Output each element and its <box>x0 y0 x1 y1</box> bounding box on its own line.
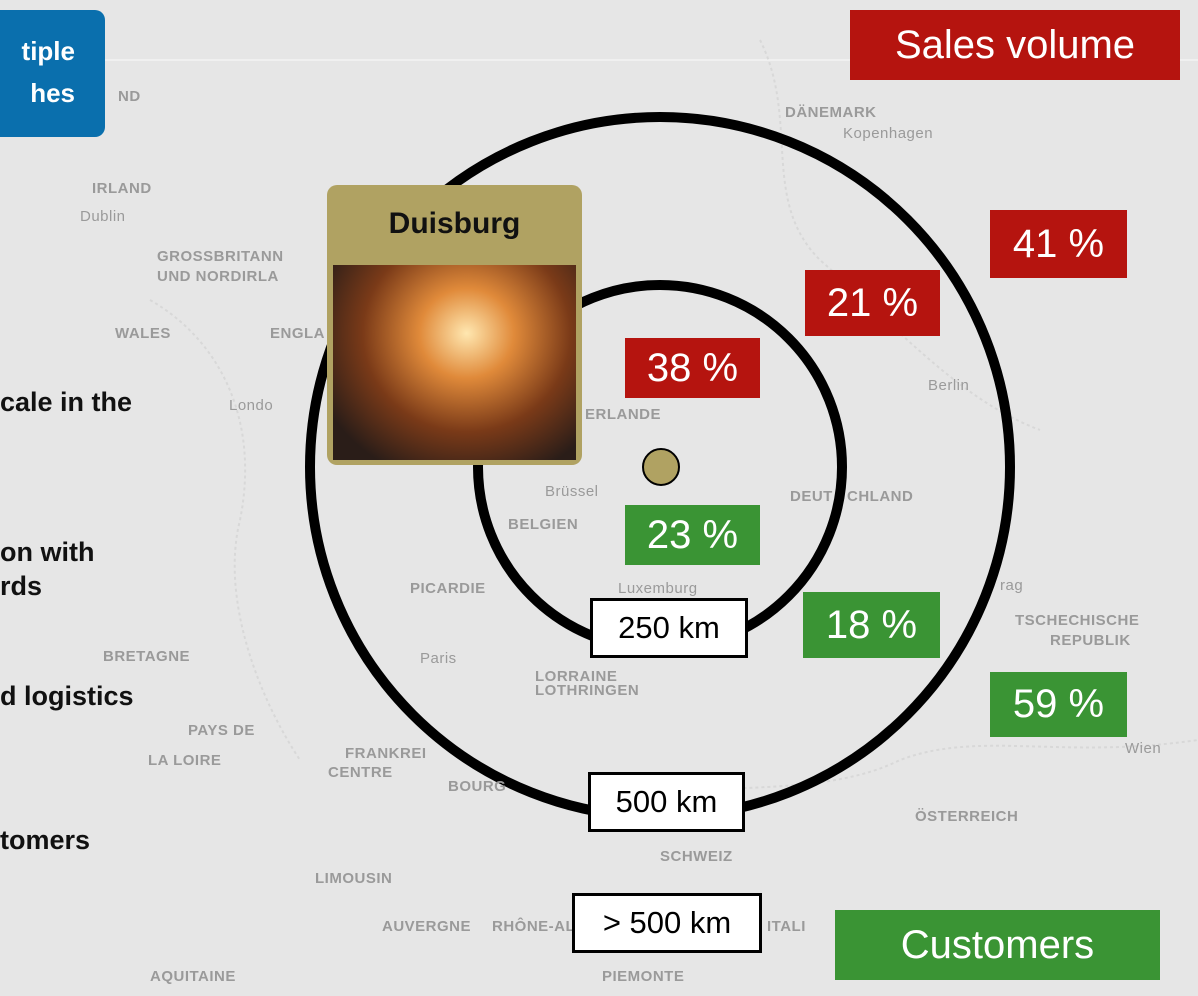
radius-label: 500 km <box>588 772 745 832</box>
map-label: PICARDIE <box>410 580 486 597</box>
plant-card: Duisburg <box>327 185 582 465</box>
map-label: PAYS DE <box>188 722 255 739</box>
side-text: cale in the <box>0 387 133 417</box>
radius-label: 250 km <box>590 598 748 658</box>
map-label: RHÔNE-AL <box>492 918 576 935</box>
map-label: FRANKREI <box>345 745 427 762</box>
map-label: PIEMONTE <box>602 968 685 985</box>
map-label: GROSSBRITANN <box>157 248 284 265</box>
legend-customers: Customers <box>835 910 1160 980</box>
button[interactable]: tiple hes <box>0 10 105 137</box>
map-label: AUVERGNE <box>382 918 472 935</box>
map-label: BOURG <box>448 778 507 795</box>
map-label: ÖSTERREICH <box>915 808 1019 825</box>
button-line: hes <box>30 78 75 108</box>
map-label: ENGLA <box>270 325 325 342</box>
map-label: Brüssel <box>545 483 599 500</box>
side-text: on with <box>0 537 95 567</box>
plant-photo <box>333 265 576 460</box>
radius-label: > 500 km <box>572 893 762 953</box>
map-label: DÄNEMARK <box>785 104 877 121</box>
legend-sales: Sales volume <box>850 10 1180 80</box>
map-label: DEUT <box>790 488 833 505</box>
customer-share: 18 % <box>803 592 940 658</box>
map-label: AQUITAINE <box>150 968 236 985</box>
map-label: Dublin <box>80 208 126 225</box>
map-label: LOTHRINGEN <box>535 682 640 699</box>
map-label: ND <box>118 88 141 105</box>
map-label: REPUBLIK <box>1050 632 1131 649</box>
map-label: Wien <box>1125 740 1162 757</box>
map-label: LORRAINE <box>535 668 618 685</box>
customer-share: 59 % <box>990 672 1127 737</box>
map-label: ERLANDE <box>585 406 662 423</box>
side-text: tomers <box>0 825 91 855</box>
map-label: BRETAGNE <box>103 648 191 665</box>
map-label: Londo <box>229 397 274 414</box>
map-label: Berlin <box>928 377 970 394</box>
sales-share: 41 % <box>990 210 1127 278</box>
map-label: Luxemburg <box>618 580 698 597</box>
map-label: Kopenhagen <box>843 125 934 142</box>
sales-share: 21 % <box>805 270 940 336</box>
map-label: Paris <box>420 650 457 667</box>
map-label: LA LOIRE <box>148 752 222 769</box>
customer-share: 23 % <box>625 505 760 565</box>
side-text: d logistics <box>0 681 134 711</box>
map-label: SCHWEIZ <box>660 848 733 865</box>
map-label: ITALI <box>767 918 806 935</box>
map-label: LIMOUSIN <box>315 870 393 887</box>
map-label: BELGIEN <box>508 516 579 533</box>
map-label: CENTRE <box>328 764 393 781</box>
map-label: rag <box>1000 577 1024 594</box>
map-label: TSCHECHISCHE <box>1015 612 1140 629</box>
map-label: WALES <box>115 325 171 342</box>
button-line: tiple <box>21 36 75 66</box>
map-label: UND NORDIRLA <box>157 268 279 285</box>
map-label: IRLAND <box>92 180 152 197</box>
plant-name: Duisburg <box>388 207 521 240</box>
side-text: rds <box>0 571 43 601</box>
map-label: CHLAND <box>847 488 914 505</box>
sales-share: 38 % <box>625 338 760 398</box>
plant-dot <box>642 448 680 486</box>
